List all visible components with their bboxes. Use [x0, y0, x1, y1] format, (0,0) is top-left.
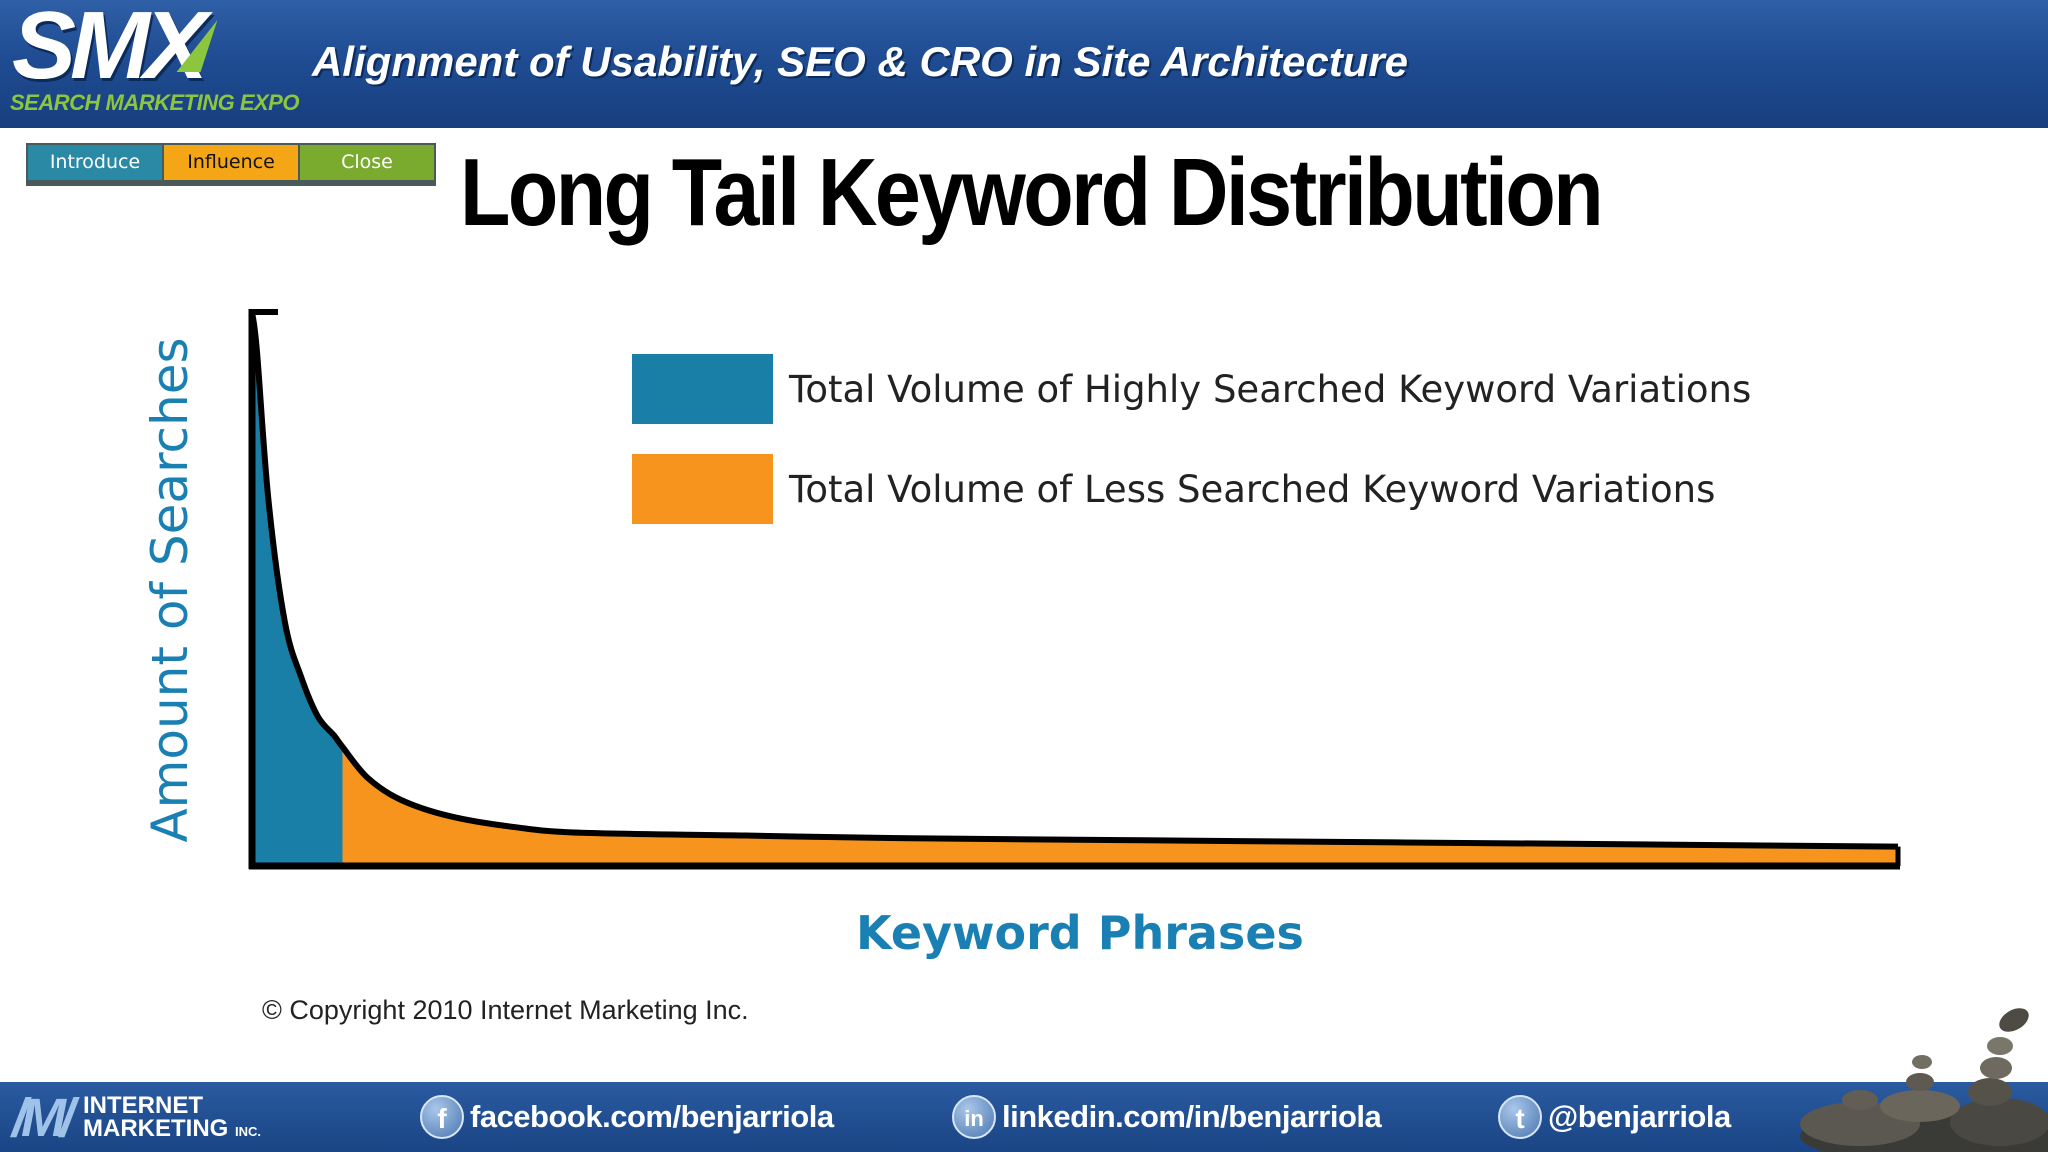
footer-bar: /M/ INTERNET MARKETING INC. f facebook.c… — [0, 1082, 2048, 1152]
distribution-curve — [249, 311, 1899, 850]
facebook-link[interactable]: f facebook.com/benjarriola — [420, 1092, 834, 1142]
legend-label-less: Total Volume of Less Searched Keyword Va… — [789, 467, 1716, 511]
twitter-handle: @benjarriola — [1548, 1099, 1731, 1134]
legend-item-high: Total Volume of Highly Searched Keyword … — [632, 354, 1751, 424]
stage-nav: Introduce Influence Close — [26, 143, 436, 186]
im-logo-icon: /M/ — [12, 1088, 75, 1148]
twitter-link[interactable]: t @benjarriola — [1498, 1092, 1731, 1142]
stage-influence[interactable]: Influence — [164, 145, 298, 180]
internet-marketing-logo: /M/ INTERNET MARKETING INC. — [12, 1090, 261, 1146]
smx-logo: SMX SEARCH MARKETING EXPO — [10, 0, 310, 122]
legend-swatch-less — [632, 454, 773, 524]
smx-logo-text: SMX — [12, 0, 208, 99]
presentation-title: Alignment of Usability, SEO & CRO in Sit… — [312, 38, 1409, 85]
area-less-searched — [342, 746, 1898, 866]
legend-item-less: Total Volume of Less Searched Keyword Va… — [632, 454, 1715, 524]
x-axis-label: Keyword Phrases — [856, 906, 1304, 960]
linkedin-link[interactable]: in linkedin.com/in/benjarriola — [952, 1092, 1382, 1142]
y-axis-label-box: Amount of Searches — [140, 337, 200, 842]
facebook-handle: facebook.com/benjarriola — [470, 1099, 834, 1134]
stage-close[interactable]: Close — [300, 145, 434, 180]
brand-suffix: INC. — [235, 1123, 261, 1139]
header-banner: SMX SEARCH MARKETING EXPO Alignment of U… — [0, 0, 2048, 128]
linkedin-icon: in — [952, 1095, 996, 1139]
slide-title: Long Tail Keyword Distribution — [460, 139, 1604, 246]
brand-line-2: MARKETING — [83, 1114, 229, 1142]
linkedin-handle: linkedin.com/in/benjarriola — [1002, 1099, 1382, 1134]
smx-logo-subtitle: SEARCH MARKETING EXPO — [10, 90, 299, 115]
legend-label-high: Total Volume of Highly Searched Keyword … — [789, 367, 1752, 411]
stage-introduce[interactable]: Introduce — [28, 145, 162, 180]
area-highly-searched — [252, 312, 343, 866]
facebook-icon: f — [420, 1095, 464, 1139]
stacked-rocks-image — [1800, 1008, 2048, 1152]
copyright-notice: © Copyright 2010 Internet Marketing Inc. — [262, 995, 749, 1025]
twitter-icon: t — [1498, 1095, 1542, 1139]
legend-swatch-high — [632, 354, 773, 424]
brand-line-1: INTERNET — [83, 1091, 203, 1119]
y-axis-label: Amount of Searches — [141, 337, 199, 843]
